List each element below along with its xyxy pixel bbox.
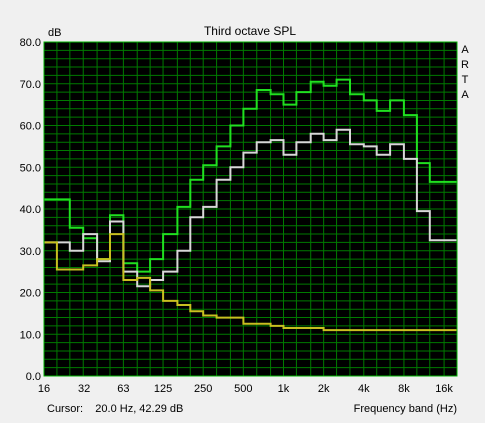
- x-tick-label: 500: [234, 383, 252, 395]
- x-tick-label: 16k: [435, 383, 453, 395]
- side-label-letter: T: [462, 74, 469, 86]
- x-tick-label: 125: [154, 383, 172, 395]
- x-axis-label: Frequency band (Hz): [354, 403, 457, 415]
- chart-title: Third octave SPL: [204, 24, 296, 38]
- x-tick-label: 63: [117, 383, 129, 395]
- series-layer: [44, 78, 457, 332]
- series-line-2: [44, 128, 457, 288]
- grid-lines: [43, 41, 458, 377]
- y-tick-label: 10.0: [20, 329, 41, 341]
- y-tick-labels: 0.0 10.0 20.0 30.0 40.0 50.0 60.0 70.0 80.0: [20, 37, 41, 383]
- y-tick-label: 40.0: [20, 204, 41, 216]
- side-label-letter: R: [461, 59, 469, 71]
- y-tick-label: 50.0: [20, 162, 41, 174]
- cursor-readout: Cursor: 20.0 Hz, 42.29 dB: [47, 403, 183, 415]
- x-tick-label: 2k: [318, 383, 330, 395]
- y-tick-label: 60.0: [20, 121, 41, 133]
- side-label-letter: A: [461, 89, 469, 101]
- plot-frame: [43, 41, 458, 377]
- y-tick-label: 70.0: [20, 79, 41, 91]
- y-tick-label: 0.0: [26, 371, 41, 383]
- x-tick-label: 1k: [278, 383, 290, 395]
- x-tick-label: 8k: [398, 383, 410, 395]
- x-tick-label: 32: [78, 383, 90, 395]
- series-line-1: [44, 78, 457, 273]
- x-tick-label: 250: [194, 383, 212, 395]
- y-tick-label: 30.0: [20, 246, 41, 258]
- y-axis-label: dB: [48, 27, 61, 39]
- x-tick-labels: 16 32 63 125 250 500 1k 2k 4k 8k 16k: [38, 383, 454, 395]
- x-tick-label: 4k: [358, 383, 370, 395]
- series-line-3: [44, 233, 457, 332]
- side-label-letter: A: [461, 44, 469, 56]
- y-tick-label: 20.0: [20, 288, 41, 300]
- x-tick-label: 16: [38, 383, 50, 395]
- y-tick-label: 80.0: [20, 37, 41, 49]
